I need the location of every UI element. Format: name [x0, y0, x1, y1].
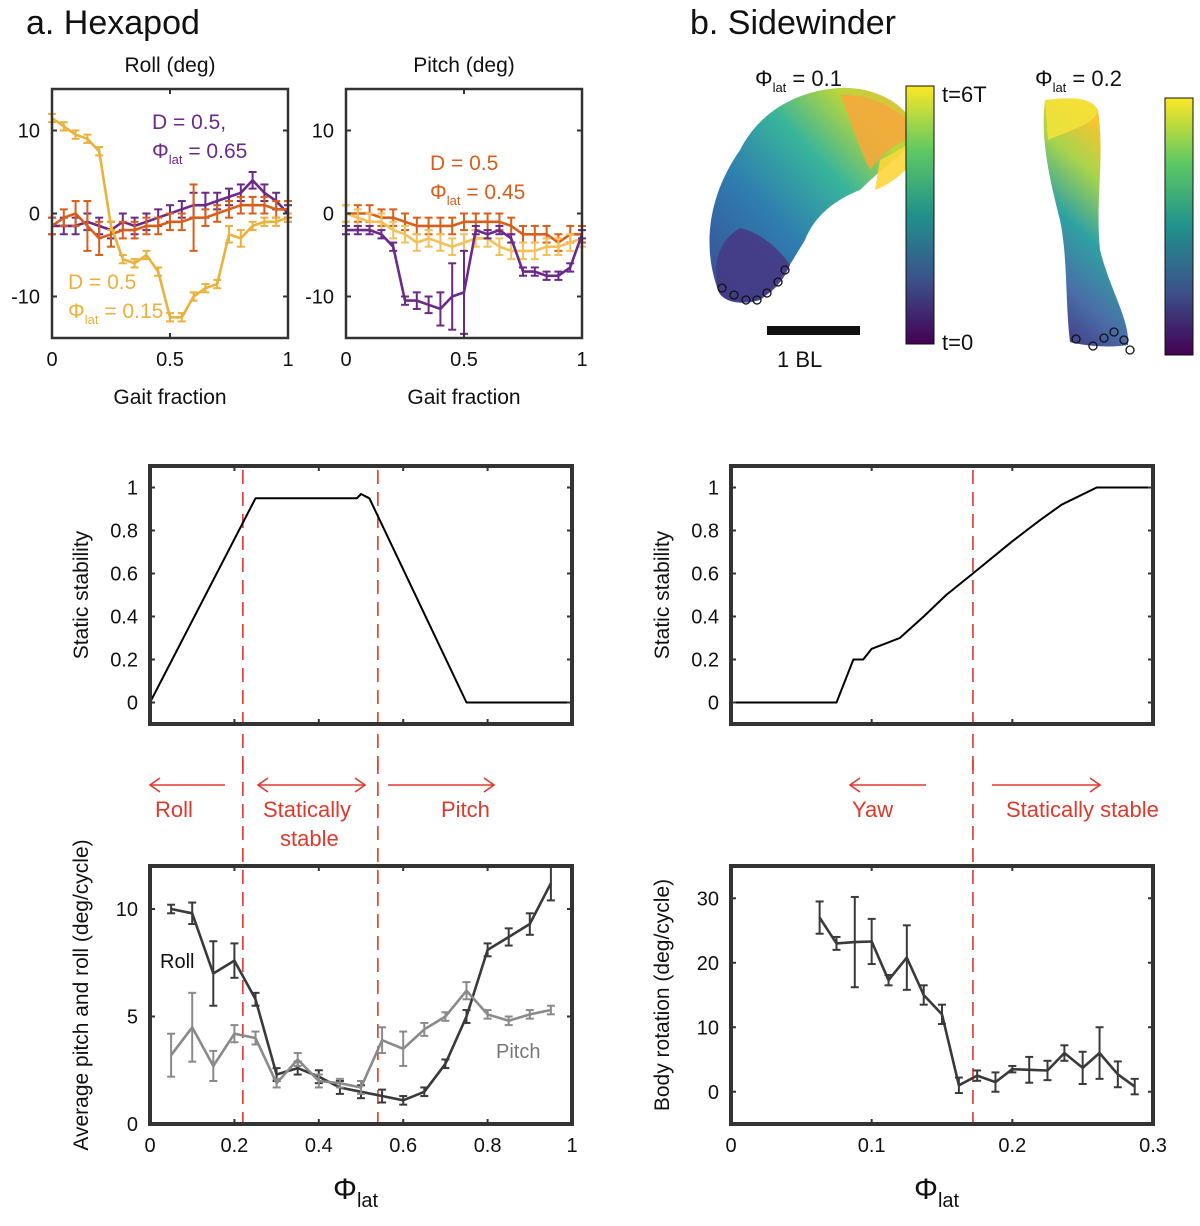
x-tick-label: 1	[576, 349, 587, 371]
y-tick-label: 1	[708, 478, 719, 500]
x-tick-label: 0	[340, 349, 351, 371]
region-statically-label: Statically	[263, 797, 351, 822]
y-tick-label: 5	[127, 1007, 138, 1029]
y-tick-label: 30	[697, 888, 719, 910]
y-tick-label: 0.4	[110, 607, 138, 629]
x-tick-label: 0.5	[156, 349, 184, 371]
y-axis-label: Average pitch and roll (deg/cycle)	[70, 839, 93, 1150]
x-tick-label: 0.2	[998, 1135, 1026, 1157]
region-statically-stable-label: Statically stable	[1006, 797, 1159, 822]
scale-bar	[767, 326, 860, 335]
x-axis-label: Gait fraction	[113, 386, 226, 409]
colorbar-right	[1164, 97, 1194, 356]
plot-frame	[729, 864, 1155, 1126]
x-axis-label: Gait fraction	[407, 386, 520, 409]
snapshot-left-label: Φlat = 0.1	[755, 66, 842, 95]
x-tick-label: 1	[282, 349, 293, 371]
legend-line1: D = 0.5	[68, 271, 136, 294]
y-tick-label: 10	[697, 1017, 719, 1039]
y-tick-label: 0.2	[691, 650, 719, 672]
y-axis-label: Body rotation (deg/cycle)	[651, 879, 674, 1111]
colorbar-top-label: t=6T	[942, 82, 987, 107]
colorbar-bottom-label: t=0	[942, 330, 973, 355]
scale-bar-label: 1 BL	[777, 347, 822, 372]
series-line-0	[731, 486, 1153, 704]
y-tick-label: 0.4	[691, 607, 719, 629]
roll-chart: 0 0.5 1 -10 0 10 Roll (deg) Gait fraction D = 0.…	[11, 54, 293, 409]
region-roll-label: Roll	[155, 797, 193, 822]
x-tick-label: 1	[566, 1135, 577, 1157]
x-tick-label: 0.3	[1139, 1135, 1167, 1157]
x-tick-label: 0	[46, 349, 57, 371]
legend-line2: Φlat = 0.45	[430, 181, 525, 208]
colorbar-left	[905, 85, 935, 345]
sidewinder-snapshot-left	[709, 87, 925, 305]
pitch-chart: 0 0.5 1 -10 0 10 Pitch (deg) Gait fraction D = 0…	[305, 54, 587, 409]
region-arrows-hexapod	[148, 777, 496, 793]
x-tick-label: 0.2	[220, 1135, 248, 1157]
x-tick-label: 0	[725, 1135, 736, 1157]
y-tick-label: 20	[697, 953, 719, 975]
y-tick-label: 0.8	[691, 521, 719, 543]
y-tick-label: 0.8	[110, 521, 138, 543]
line-label-pitch: Pitch	[496, 1041, 540, 1063]
x-axis-label: Φlat	[333, 1173, 379, 1212]
y-tick-label: 0.2	[110, 650, 138, 672]
region-arrows-sidewinder	[848, 777, 1102, 793]
y-tick-label: -10	[11, 287, 40, 309]
y-tick-label: 10	[312, 121, 334, 143]
legend-line1: D = 0.5	[430, 152, 498, 175]
sidewinder-stability-chart: 0 0.2 0.4 0.6 0.8 1 Static stability	[651, 464, 1155, 770]
y-tick-label: -10	[305, 287, 334, 309]
chart-title: Pitch (deg)	[413, 54, 515, 77]
plot-frame	[148, 464, 574, 726]
y-tick-label: 10	[116, 899, 138, 921]
y-tick-label: 0	[127, 1114, 138, 1136]
y-tick-label: 10	[18, 121, 40, 143]
x-axis-label: Φlat	[914, 1173, 960, 1212]
y-tick-label: 0.6	[110, 564, 138, 586]
x-tick-label: 0.1	[858, 1135, 886, 1157]
x-tick-label: 0.4	[305, 1135, 333, 1157]
hexapod-stability-chart: 0 0.2 0.4 0.6 0.8 1 Static stability	[70, 464, 574, 770]
legend-line2: Φlat = 0.15	[68, 300, 163, 327]
panel-a-title: a. Hexapod	[26, 4, 200, 42]
sidewinder-snapshot-right	[1043, 98, 1135, 355]
y-tick-label: 0	[708, 1082, 719, 1104]
plot-frame	[148, 864, 574, 1126]
y-tick-label: 0	[29, 204, 40, 226]
series-line-0	[818, 916, 1136, 1088]
y-tick-label: 0	[323, 204, 334, 226]
y-tick-label: 0	[708, 693, 719, 715]
x-tick-label: 0.8	[474, 1135, 502, 1157]
y-axis-label: Static stability	[70, 530, 93, 659]
region-yaw-label: Yaw	[852, 797, 893, 822]
region-stable-label: stable	[280, 826, 339, 851]
snapshot-right-label: Φlat = 0.2	[1035, 66, 1122, 95]
series-line-0	[149, 493, 572, 704]
legend-line2: Φlat = 0.65	[152, 140, 247, 167]
chart-title: Roll (deg)	[124, 54, 215, 77]
series-line-1	[170, 989, 552, 1089]
legend-line1: D = 0.5,	[152, 111, 226, 134]
x-tick-label: 0	[144, 1135, 155, 1157]
plot-frame	[729, 464, 1155, 726]
x-tick-label: 0.5	[450, 349, 478, 371]
y-tick-label: 0	[127, 693, 138, 715]
y-tick-label: 0.6	[691, 564, 719, 586]
x-tick-label: 0.6	[389, 1135, 417, 1157]
region-pitch-label: Pitch	[441, 797, 490, 822]
y-axis-label: Static stability	[651, 530, 674, 659]
line-label-roll: Roll	[160, 951, 194, 973]
sidewinder-rotation-chart: 0 0.1 0.2 0.3 0 10 20 30 Φlat Body rotation (deg/…	[651, 760, 1167, 1212]
panel-b-title: b. Sidewinder	[690, 4, 896, 42]
series-line-0	[170, 882, 553, 1102]
y-tick-label: 1	[127, 478, 138, 500]
